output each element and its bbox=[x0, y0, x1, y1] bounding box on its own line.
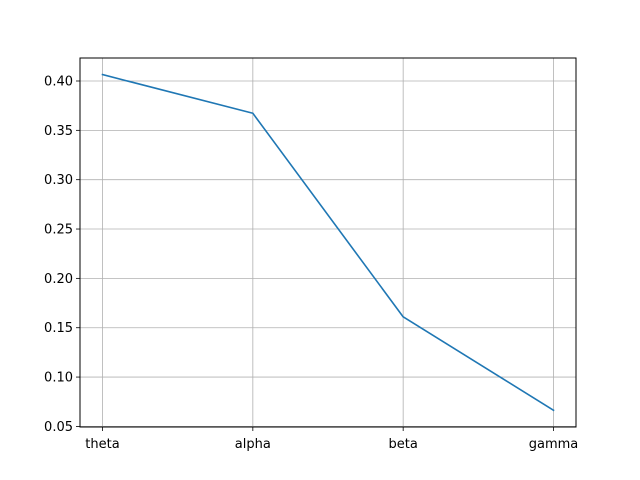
x-tick-label: theta bbox=[85, 437, 119, 452]
series-layer bbox=[101, 73, 555, 412]
x-axis: theta alpha beta gamma bbox=[85, 427, 578, 452]
y-tick-label: 0.20 bbox=[44, 272, 73, 287]
x-tick-label: beta bbox=[389, 437, 418, 452]
y-tick-label: 0.35 bbox=[44, 124, 73, 139]
y-tick-label: 0.15 bbox=[44, 321, 73, 336]
y-tick-label: 0.30 bbox=[44, 173, 73, 188]
y-tick-label: 0.25 bbox=[44, 223, 73, 238]
grid bbox=[80, 58, 576, 427]
x-tick-label: gamma bbox=[529, 437, 579, 452]
y-axis: 0.05 0.10 0.15 0.20 0.25 0.30 0.35 0.40 bbox=[44, 74, 80, 435]
series-line bbox=[101, 73, 555, 412]
y-tick-label: 0.05 bbox=[44, 420, 73, 435]
plot-frame bbox=[79, 57, 577, 428]
x-tick-label: alpha bbox=[235, 437, 271, 452]
y-tick-label: 0.40 bbox=[44, 74, 73, 89]
y-tick-label: 0.10 bbox=[44, 371, 73, 386]
